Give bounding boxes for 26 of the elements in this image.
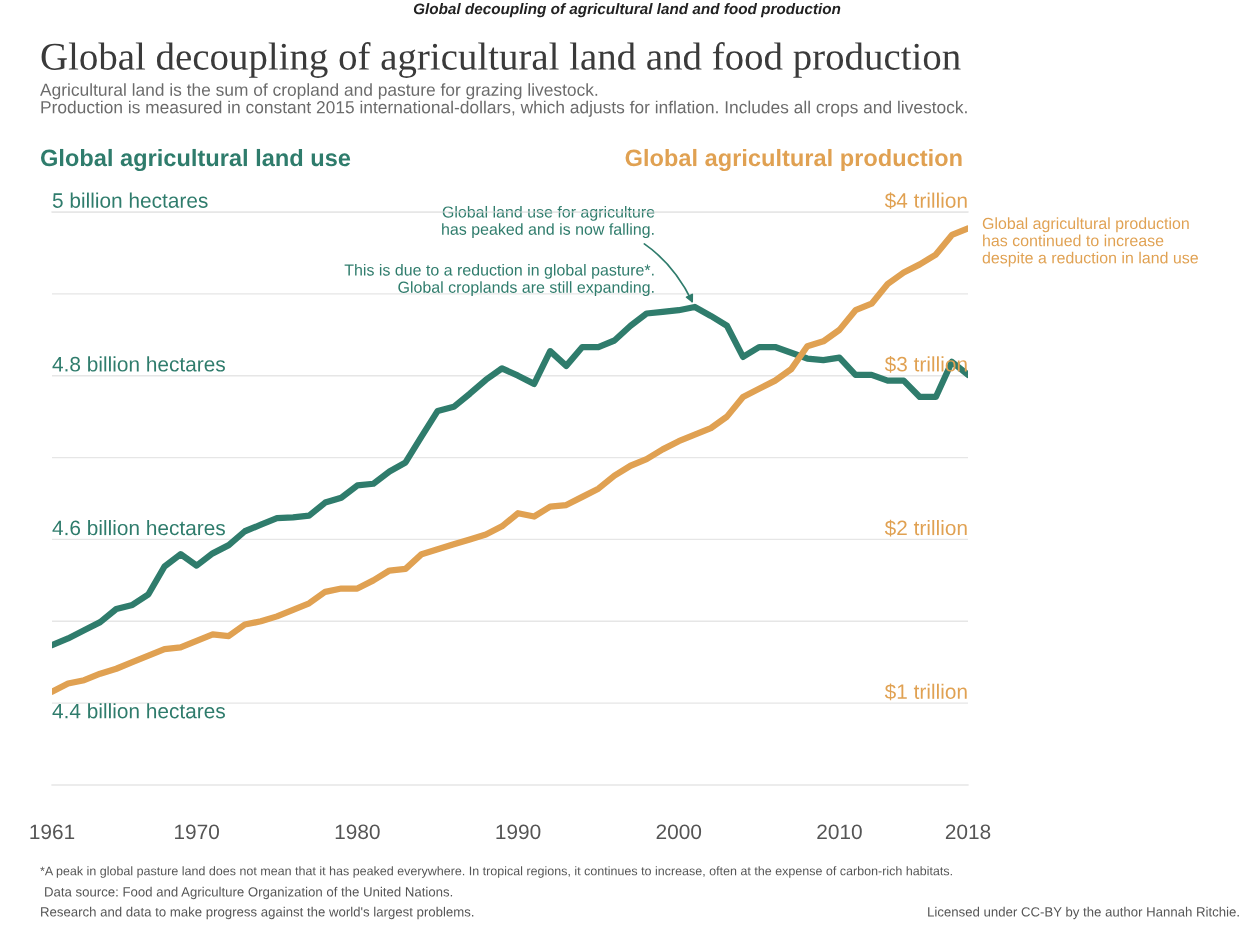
annotation: Global land use for agriculture has peaked and is now falling. <box>442 205 655 239</box>
x-tick-label: 1980 <box>335 824 380 840</box>
y-axis-title: Global agricultural land use <box>40 148 351 172</box>
y-tick-label: 4.8 billion hectares <box>52 356 225 372</box>
source-note: Data source: Food and Agriculture Organization of the United Nations. <box>45 886 453 900</box>
y2-tick-label: $2 trillion <box>884 519 967 537</box>
text: Global agricultural production has continued to increase despite a reduction in land use <box>982 217 1198 267</box>
y-tick-label: 4.6 billion hectares <box>52 520 225 536</box>
chart-subtitle: Agricultural land is the sum of cropland and pasture for grazing livestock. Production is measured in constant 2015 international-dollars, which adjusts for inflation. Includes all crops and livestock. <box>40 83 967 117</box>
y2-tick-label: $1 trillion <box>884 683 967 701</box>
x-tick-label: 1990 <box>496 824 541 840</box>
x-tick-label: 2000 <box>656 824 702 840</box>
y2-tick-label: $4 trillion <box>884 192 967 210</box>
text: Research and data to make progress against the world's largest problems. <box>41 906 474 920</box>
y2-axis-title: Global agricultural production <box>625 148 962 172</box>
chart-title: Global decoupling of agricultural land and food production <box>41 42 961 78</box>
text: Licensed under CC-BY by the author Hannah Ritchie. <box>928 906 1239 920</box>
annotation: This is due to a reduction in global pasture*. Global croplands are still expanding. <box>344 263 654 297</box>
text: Global decoupling of agricultural land and food production <box>413 3 841 18</box>
y-tick-label: 4.4 billion hectares <box>52 703 225 719</box>
x-tick-label: 1961 <box>30 824 75 840</box>
y-tick-label: 5 billion hectares <box>52 192 208 208</box>
x-tick-label: 2018 <box>945 824 991 840</box>
x-tick-label: 2010 <box>817 824 862 840</box>
text: *A peak in global pasture land does not mean that it has peaked everywhere. In tropical regions, it continues to increase, often at the expense of carbon-rich habitats. <box>40 866 952 878</box>
x-tick-label: 1970 <box>175 824 219 840</box>
